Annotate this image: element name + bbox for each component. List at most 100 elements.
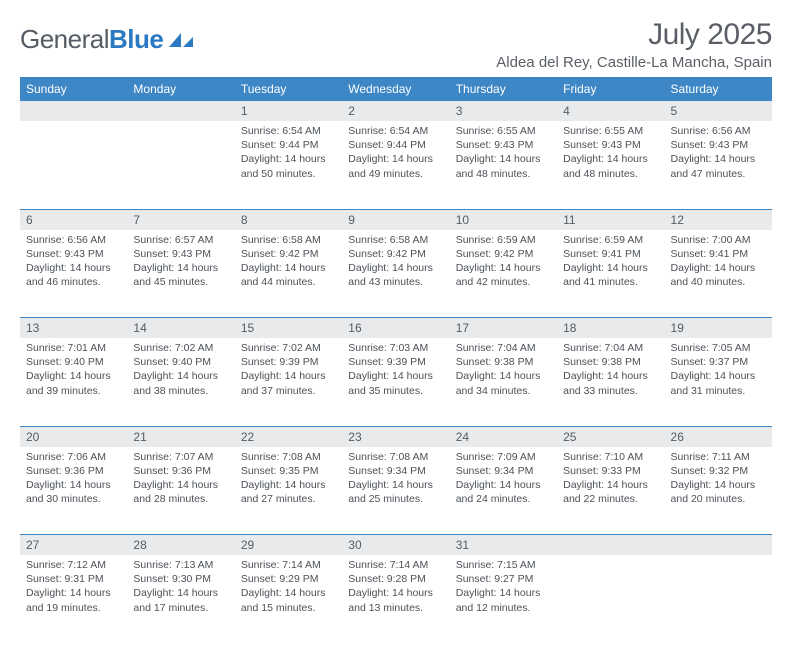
logo-part2: Blue: [109, 24, 163, 54]
day-details: Sunrise: 7:06 AMSunset: 9:36 PMDaylight:…: [20, 447, 127, 513]
day-cell: Sunrise: 7:10 AMSunset: 9:33 PMDaylight:…: [557, 447, 664, 535]
day-number-cell: 6: [20, 209, 127, 230]
day-cell: Sunrise: 6:55 AMSunset: 9:43 PMDaylight:…: [450, 121, 557, 209]
day-cell: Sunrise: 7:03 AMSunset: 9:39 PMDaylight:…: [342, 338, 449, 426]
day-header: Thursday: [450, 77, 557, 101]
details-row: Sunrise: 6:54 AMSunset: 9:44 PMDaylight:…: [20, 121, 772, 209]
day-cell: Sunrise: 6:58 AMSunset: 9:42 PMDaylight:…: [342, 230, 449, 318]
day-details: Sunrise: 7:09 AMSunset: 9:34 PMDaylight:…: [450, 447, 557, 513]
day-cell: [557, 555, 664, 643]
day-number-cell: 3: [450, 101, 557, 121]
day-cell: Sunrise: 6:59 AMSunset: 9:42 PMDaylight:…: [450, 230, 557, 318]
day-details: Sunrise: 7:12 AMSunset: 9:31 PMDaylight:…: [20, 555, 127, 621]
day-cell: Sunrise: 7:02 AMSunset: 9:40 PMDaylight:…: [127, 338, 234, 426]
day-number-cell: 27: [20, 535, 127, 556]
day-cell: Sunrise: 6:59 AMSunset: 9:41 PMDaylight:…: [557, 230, 664, 318]
day-number-cell: 29: [235, 535, 342, 556]
day-cell: Sunrise: 7:06 AMSunset: 9:36 PMDaylight:…: [20, 447, 127, 535]
day-details: Sunrise: 7:10 AMSunset: 9:33 PMDaylight:…: [557, 447, 664, 513]
day-details: Sunrise: 7:08 AMSunset: 9:35 PMDaylight:…: [235, 447, 342, 513]
day-cell: Sunrise: 7:05 AMSunset: 9:37 PMDaylight:…: [665, 338, 772, 426]
day-header: Friday: [557, 77, 664, 101]
day-cell: Sunrise: 6:55 AMSunset: 9:43 PMDaylight:…: [557, 121, 664, 209]
calendar-table: Sunday Monday Tuesday Wednesday Thursday…: [20, 77, 772, 643]
logo: GeneralBlue: [20, 24, 195, 55]
day-cell: Sunrise: 7:13 AMSunset: 9:30 PMDaylight:…: [127, 555, 234, 643]
daynum-row: 2728293031: [20, 535, 772, 556]
day-details: Sunrise: 7:03 AMSunset: 9:39 PMDaylight:…: [342, 338, 449, 404]
details-row: Sunrise: 7:06 AMSunset: 9:36 PMDaylight:…: [20, 447, 772, 535]
day-number-cell: 17: [450, 318, 557, 339]
day-details: Sunrise: 7:07 AMSunset: 9:36 PMDaylight:…: [127, 447, 234, 513]
day-number-cell: 13: [20, 318, 127, 339]
day-number-cell: 20: [20, 426, 127, 447]
day-cell: Sunrise: 7:01 AMSunset: 9:40 PMDaylight:…: [20, 338, 127, 426]
day-cell: Sunrise: 7:15 AMSunset: 9:27 PMDaylight:…: [450, 555, 557, 643]
day-details: Sunrise: 7:14 AMSunset: 9:29 PMDaylight:…: [235, 555, 342, 621]
day-details: Sunrise: 6:57 AMSunset: 9:43 PMDaylight:…: [127, 230, 234, 296]
details-row: Sunrise: 7:01 AMSunset: 9:40 PMDaylight:…: [20, 338, 772, 426]
day-number-cell: [127, 101, 234, 121]
logo-sail-icon: [167, 31, 195, 49]
day-cell: Sunrise: 7:04 AMSunset: 9:38 PMDaylight:…: [450, 338, 557, 426]
day-cell: Sunrise: 6:57 AMSunset: 9:43 PMDaylight:…: [127, 230, 234, 318]
day-cell: Sunrise: 7:14 AMSunset: 9:29 PMDaylight:…: [235, 555, 342, 643]
day-header: Wednesday: [342, 77, 449, 101]
day-details: Sunrise: 7:04 AMSunset: 9:38 PMDaylight:…: [557, 338, 664, 404]
logo-text: GeneralBlue: [20, 24, 163, 55]
logo-part1: General: [20, 24, 109, 54]
day-number-cell: 15: [235, 318, 342, 339]
calendar-body: 12345Sunrise: 6:54 AMSunset: 9:44 PMDayl…: [20, 101, 772, 643]
day-number-cell: 19: [665, 318, 772, 339]
month-title: July 2025: [496, 18, 772, 52]
day-details: Sunrise: 7:13 AMSunset: 9:30 PMDaylight:…: [127, 555, 234, 621]
day-number-cell: 16: [342, 318, 449, 339]
day-cell: [20, 121, 127, 209]
day-header: Tuesday: [235, 77, 342, 101]
day-number-cell: 25: [557, 426, 664, 447]
day-cell: Sunrise: 6:56 AMSunset: 9:43 PMDaylight:…: [665, 121, 772, 209]
day-details: Sunrise: 7:01 AMSunset: 9:40 PMDaylight:…: [20, 338, 127, 404]
day-number-cell: 12: [665, 209, 772, 230]
day-number-cell: 24: [450, 426, 557, 447]
day-details: Sunrise: 6:54 AMSunset: 9:44 PMDaylight:…: [235, 121, 342, 187]
day-number-cell: 10: [450, 209, 557, 230]
day-header-row: Sunday Monday Tuesday Wednesday Thursday…: [20, 77, 772, 101]
day-cell: Sunrise: 7:00 AMSunset: 9:41 PMDaylight:…: [665, 230, 772, 318]
day-number-cell: 26: [665, 426, 772, 447]
day-details: Sunrise: 6:56 AMSunset: 9:43 PMDaylight:…: [665, 121, 772, 187]
day-details: Sunrise: 6:59 AMSunset: 9:42 PMDaylight:…: [450, 230, 557, 296]
day-cell: Sunrise: 7:07 AMSunset: 9:36 PMDaylight:…: [127, 447, 234, 535]
day-cell: Sunrise: 7:09 AMSunset: 9:34 PMDaylight:…: [450, 447, 557, 535]
day-number-cell: [557, 535, 664, 556]
day-details: Sunrise: 7:00 AMSunset: 9:41 PMDaylight:…: [665, 230, 772, 296]
day-cell: Sunrise: 7:14 AMSunset: 9:28 PMDaylight:…: [342, 555, 449, 643]
day-number-cell: 1: [235, 101, 342, 121]
day-number-cell: 21: [127, 426, 234, 447]
day-cell: Sunrise: 7:02 AMSunset: 9:39 PMDaylight:…: [235, 338, 342, 426]
day-details: Sunrise: 7:02 AMSunset: 9:40 PMDaylight:…: [127, 338, 234, 404]
day-details: Sunrise: 7:08 AMSunset: 9:34 PMDaylight:…: [342, 447, 449, 513]
daynum-row: 12345: [20, 101, 772, 121]
day-header: Sunday: [20, 77, 127, 101]
day-number-cell: 28: [127, 535, 234, 556]
day-number-cell: 11: [557, 209, 664, 230]
day-details: Sunrise: 7:05 AMSunset: 9:37 PMDaylight:…: [665, 338, 772, 404]
day-number-cell: 5: [665, 101, 772, 121]
day-number-cell: 7: [127, 209, 234, 230]
day-details: Sunrise: 7:15 AMSunset: 9:27 PMDaylight:…: [450, 555, 557, 621]
day-details: Sunrise: 6:55 AMSunset: 9:43 PMDaylight:…: [450, 121, 557, 187]
day-number-cell: [665, 535, 772, 556]
day-cell: Sunrise: 6:56 AMSunset: 9:43 PMDaylight:…: [20, 230, 127, 318]
location: Aldea del Rey, Castille-La Mancha, Spain: [496, 54, 772, 71]
day-details: Sunrise: 7:04 AMSunset: 9:38 PMDaylight:…: [450, 338, 557, 404]
day-details: Sunrise: 6:59 AMSunset: 9:41 PMDaylight:…: [557, 230, 664, 296]
day-details: Sunrise: 6:56 AMSunset: 9:43 PMDaylight:…: [20, 230, 127, 296]
daynum-row: 20212223242526: [20, 426, 772, 447]
details-row: Sunrise: 6:56 AMSunset: 9:43 PMDaylight:…: [20, 230, 772, 318]
day-header: Monday: [127, 77, 234, 101]
day-number-cell: 9: [342, 209, 449, 230]
day-details: Sunrise: 6:55 AMSunset: 9:43 PMDaylight:…: [557, 121, 664, 187]
day-number-cell: 23: [342, 426, 449, 447]
day-number-cell: 30: [342, 535, 449, 556]
